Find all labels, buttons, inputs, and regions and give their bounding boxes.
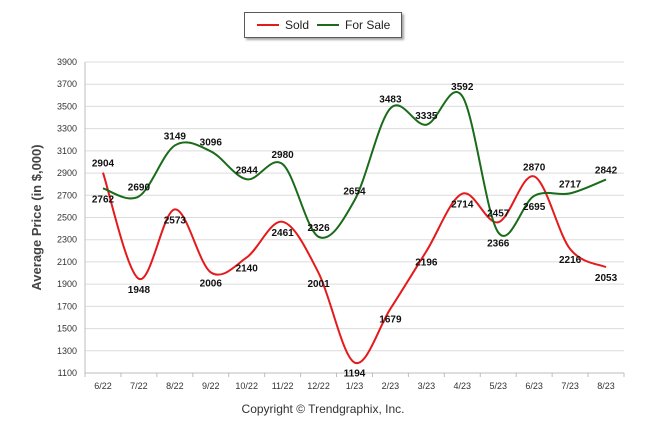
x-tick-label: 6/22 xyxy=(94,381,112,391)
data-label-for-sale: 3483 xyxy=(379,94,402,105)
series-line-for-sale xyxy=(102,91,607,239)
y-tick-label: 2300 xyxy=(57,235,77,245)
data-label-for-sale: 2717 xyxy=(559,179,582,190)
data-label-sold: 1679 xyxy=(379,315,402,326)
data-labels: 2904 1948 2573 2006 2140 2461 2001 1194 1679 2196… xyxy=(92,82,618,379)
x-tick-label: 8/23 xyxy=(597,381,615,391)
data-label-for-sale: 2844 xyxy=(236,165,259,176)
x-tick-label: 9/22 xyxy=(202,381,220,391)
y-tick-label: 1900 xyxy=(57,279,77,289)
data-label-sold: 2053 xyxy=(595,273,618,284)
series-lines xyxy=(102,91,607,364)
x-tick-label: 1/23 xyxy=(346,381,364,391)
y-tick-label: 3900 xyxy=(57,57,77,67)
x-tick-label: 2/23 xyxy=(382,381,400,391)
y-axis-title: Average Price (in $,000) xyxy=(29,144,44,290)
data-label-sold: 2870 xyxy=(523,162,546,173)
data-label-sold: 2904 xyxy=(92,159,115,170)
x-tick-label: 5/23 xyxy=(489,381,507,391)
x-tick-label: 7/23 xyxy=(561,381,579,391)
data-label-sold: 2001 xyxy=(307,279,330,290)
legend: Sold For Sale xyxy=(244,12,402,38)
data-label-for-sale: 2980 xyxy=(272,150,295,161)
data-label-sold: 2714 xyxy=(451,200,474,211)
data-label-for-sale: 2762 xyxy=(92,194,115,205)
y-tick-label: 1500 xyxy=(57,324,77,334)
x-tick-label: 11/22 xyxy=(272,381,294,391)
y-tick-label: 3500 xyxy=(57,101,77,111)
y-tick-label: 2100 xyxy=(57,257,77,267)
data-label-sold: 2196 xyxy=(415,257,438,268)
data-label-sold: 2573 xyxy=(164,215,187,226)
y-tick-label: 3700 xyxy=(57,79,77,89)
data-label-sold: 1194 xyxy=(344,369,366,380)
legend-label-for-sale: For Sale xyxy=(345,18,391,32)
data-label-sold: 2140 xyxy=(236,263,259,274)
data-label-sold: 2216 xyxy=(559,255,582,266)
data-label-for-sale: 2842 xyxy=(595,166,618,177)
data-label-for-sale: 2654 xyxy=(343,186,366,197)
x-tick-label: 7/22 xyxy=(130,381,148,391)
y-tick-label: 2900 xyxy=(57,168,77,178)
data-label-for-sale: 3335 xyxy=(415,111,438,122)
legend-swatch-sold xyxy=(257,24,279,26)
y-tick-label: 1100 xyxy=(58,368,77,378)
legend-swatch-for-sale xyxy=(317,24,339,26)
y-tick-label: 2500 xyxy=(57,213,77,223)
series-line-sold xyxy=(102,172,607,364)
data-label-for-sale: 3149 xyxy=(164,131,187,142)
data-label-sold: 1948 xyxy=(128,285,151,296)
data-label-sold: 2461 xyxy=(272,228,295,239)
data-label-for-sale: 3096 xyxy=(200,137,223,148)
data-label-for-sale: 2326 xyxy=(307,223,330,234)
data-label-sold: 2457 xyxy=(487,208,510,219)
x-tick-label: 3/23 xyxy=(418,381,436,391)
legend-label-sold: Sold xyxy=(285,18,310,32)
gridlines xyxy=(85,61,624,374)
y-tick-label: 2700 xyxy=(57,190,77,200)
data-label-for-sale: 3592 xyxy=(451,82,474,93)
x-tick-label: 6/23 xyxy=(525,381,543,391)
legend-item-sold: Sold xyxy=(257,18,309,32)
x-tick-label: 10/22 xyxy=(235,381,258,391)
x-tick-label: 4/23 xyxy=(454,381,472,391)
y-tick-label: 3300 xyxy=(57,124,77,134)
x-tick-label: 8/22 xyxy=(166,381,184,391)
data-label-sold: 2006 xyxy=(200,278,223,289)
axes: 1100 1300 1500 1700 1900 2100 2300 2500 2700 2900… xyxy=(29,57,625,391)
y-tick-label: 1300 xyxy=(57,346,77,356)
x-tick-label: 12/22 xyxy=(307,381,330,391)
legend-item-for-sale: For Sale xyxy=(317,18,390,32)
data-label-for-sale: 2690 xyxy=(128,182,151,193)
data-label-for-sale: 2695 xyxy=(523,202,546,213)
copyright-text: Copyright © Trendgraphix, Inc. xyxy=(241,402,405,416)
y-tick-label: 1700 xyxy=(57,301,77,311)
data-label-for-sale: 2366 xyxy=(487,238,510,249)
y-tick-label: 3100 xyxy=(57,146,77,156)
